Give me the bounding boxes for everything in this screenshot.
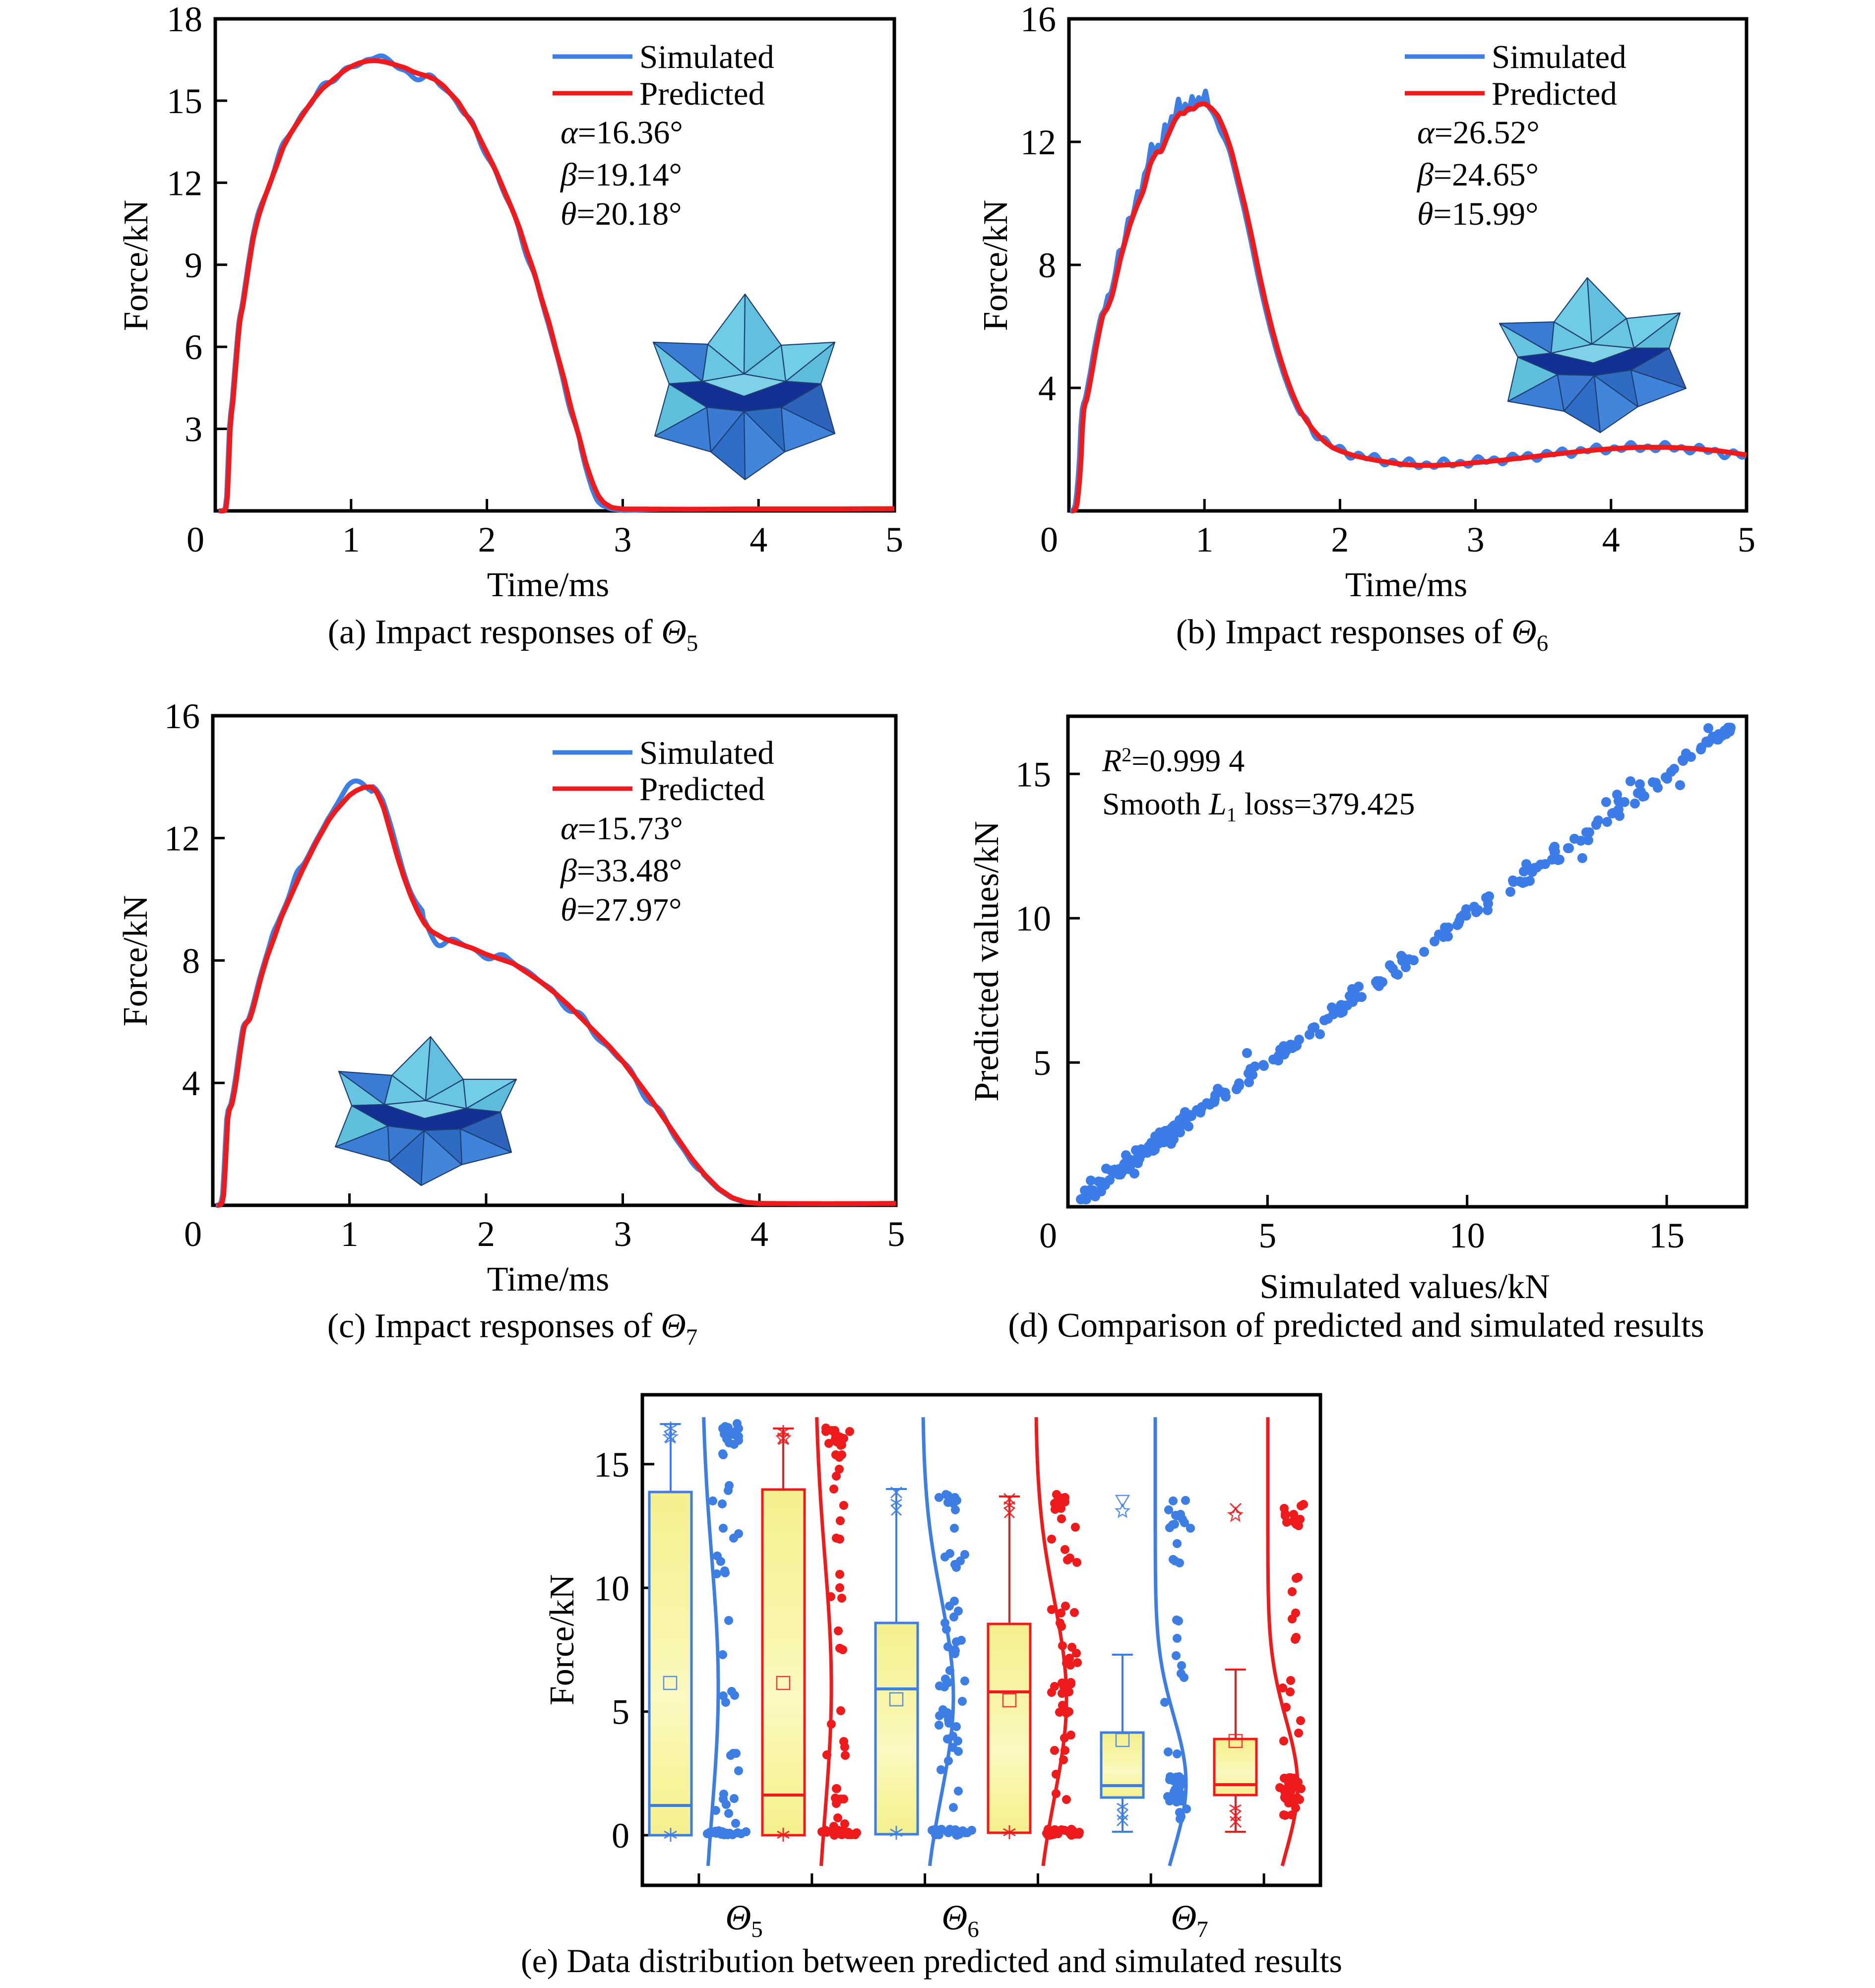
svg-text:8: 8: [1038, 246, 1056, 285]
svg-text:β=24.65°: β=24.65°: [1416, 157, 1539, 193]
svg-text:9: 9: [185, 246, 202, 285]
svg-text:β=33.48°: β=33.48°: [560, 853, 682, 889]
svg-text:Time/ms: Time/ms: [487, 1260, 609, 1299]
svg-text:Time/ms: Time/ms: [487, 566, 609, 604]
svg-text:10: 10: [594, 1568, 629, 1608]
svg-text:4: 4: [750, 520, 767, 559]
svg-text:Simulated: Simulated: [639, 735, 774, 771]
svg-text:5: 5: [1738, 520, 1755, 559]
svg-text:Force/kN: Force/kN: [117, 200, 155, 331]
svg-text:5: 5: [1033, 1043, 1051, 1083]
svg-text:Predicted values/kN: Predicted values/kN: [968, 821, 1006, 1102]
svg-text:θ=20.18°: θ=20.18°: [561, 196, 682, 232]
svg-text:10: 10: [1015, 899, 1051, 938]
svg-text:α=15.73°: α=15.73°: [561, 810, 683, 847]
svg-text:Simulated values/kN: Simulated values/kN: [1259, 1268, 1550, 1306]
svg-text:α=16.36°: α=16.36°: [561, 115, 683, 151]
svg-text:15: 15: [594, 1445, 629, 1485]
svg-text:0: 0: [184, 1214, 202, 1254]
svg-text:1: 1: [341, 1214, 359, 1254]
svg-text:15: 15: [167, 81, 202, 121]
svg-text:Predicted: Predicted: [639, 771, 765, 808]
svg-text:2: 2: [1331, 520, 1349, 559]
svg-text:Θ6: Θ6: [941, 1898, 979, 1942]
svg-text:0: 0: [612, 1816, 629, 1856]
svg-text:0: 0: [187, 520, 204, 559]
svg-text:3: 3: [185, 410, 202, 449]
svg-text:12: 12: [1020, 123, 1056, 162]
svg-text:α=26.52°: α=26.52°: [1417, 115, 1540, 151]
svg-text:3: 3: [614, 1214, 632, 1254]
svg-text:2: 2: [478, 520, 496, 559]
svg-text:4: 4: [182, 1063, 200, 1103]
svg-text:Simulated: Simulated: [639, 39, 774, 75]
svg-text:4: 4: [750, 1214, 768, 1254]
svg-text:5: 5: [887, 1214, 905, 1254]
svg-text:Force/kN: Force/kN: [543, 1574, 581, 1705]
svg-text:12: 12: [164, 819, 200, 859]
svg-text:Predicted: Predicted: [639, 75, 765, 112]
svg-text:10: 10: [1449, 1216, 1485, 1255]
svg-text:3: 3: [614, 520, 631, 559]
svg-text:Predicted: Predicted: [1492, 75, 1617, 112]
svg-text:Θ5: Θ5: [725, 1898, 763, 1942]
svg-text:1: 1: [342, 520, 360, 559]
svg-text:(a) Impact responses of Θ5: (a) Impact responses of Θ5: [328, 613, 698, 656]
svg-text:(c) Impact responses of Θ7: (c) Impact responses of Θ7: [327, 1307, 698, 1350]
svg-text:θ=15.99°: θ=15.99°: [1417, 196, 1539, 232]
svg-text:5: 5: [1258, 1216, 1276, 1255]
svg-text:Θ7: Θ7: [1171, 1898, 1208, 1942]
svg-text:Simulated: Simulated: [1492, 39, 1626, 75]
svg-text:0: 0: [1040, 520, 1058, 559]
svg-text:5: 5: [885, 520, 903, 559]
svg-text:16: 16: [164, 696, 200, 736]
svg-text:2: 2: [477, 1214, 495, 1254]
svg-text:15: 15: [1015, 754, 1051, 794]
svg-text:R2=0.999 4: R2=0.999 4: [1102, 743, 1245, 778]
svg-text:15: 15: [1649, 1216, 1685, 1255]
svg-text:Smooth L1 loss=379.425: Smooth L1 loss=379.425: [1102, 786, 1415, 826]
svg-text:4: 4: [1602, 520, 1620, 559]
svg-text:Time/ms: Time/ms: [1345, 566, 1467, 604]
svg-text:(d) Comparison of predicted an: (d) Comparison of predicted and simulate…: [1008, 1306, 1704, 1345]
svg-text:0: 0: [1039, 1216, 1057, 1255]
svg-text:5: 5: [612, 1692, 629, 1732]
svg-text:18: 18: [167, 0, 202, 39]
svg-text:Force/kN: Force/kN: [117, 895, 155, 1026]
svg-text:θ=27.97°: θ=27.97°: [561, 892, 682, 928]
svg-text:β=19.14°: β=19.14°: [560, 157, 682, 193]
svg-text:Force/kN: Force/kN: [977, 200, 1015, 331]
svg-text:1: 1: [1195, 520, 1213, 559]
svg-text:16: 16: [1020, 0, 1056, 39]
svg-text:12: 12: [167, 163, 202, 203]
svg-text:6: 6: [185, 327, 202, 367]
svg-text:(e) Data distribution between: (e) Data distribution between predicted …: [521, 1942, 1342, 1980]
svg-text:4: 4: [1038, 369, 1056, 408]
svg-text:(b) Impact responses of Θ6: (b) Impact responses of Θ6: [1176, 613, 1549, 656]
svg-text:3: 3: [1467, 520, 1485, 559]
svg-text:8: 8: [182, 941, 200, 981]
